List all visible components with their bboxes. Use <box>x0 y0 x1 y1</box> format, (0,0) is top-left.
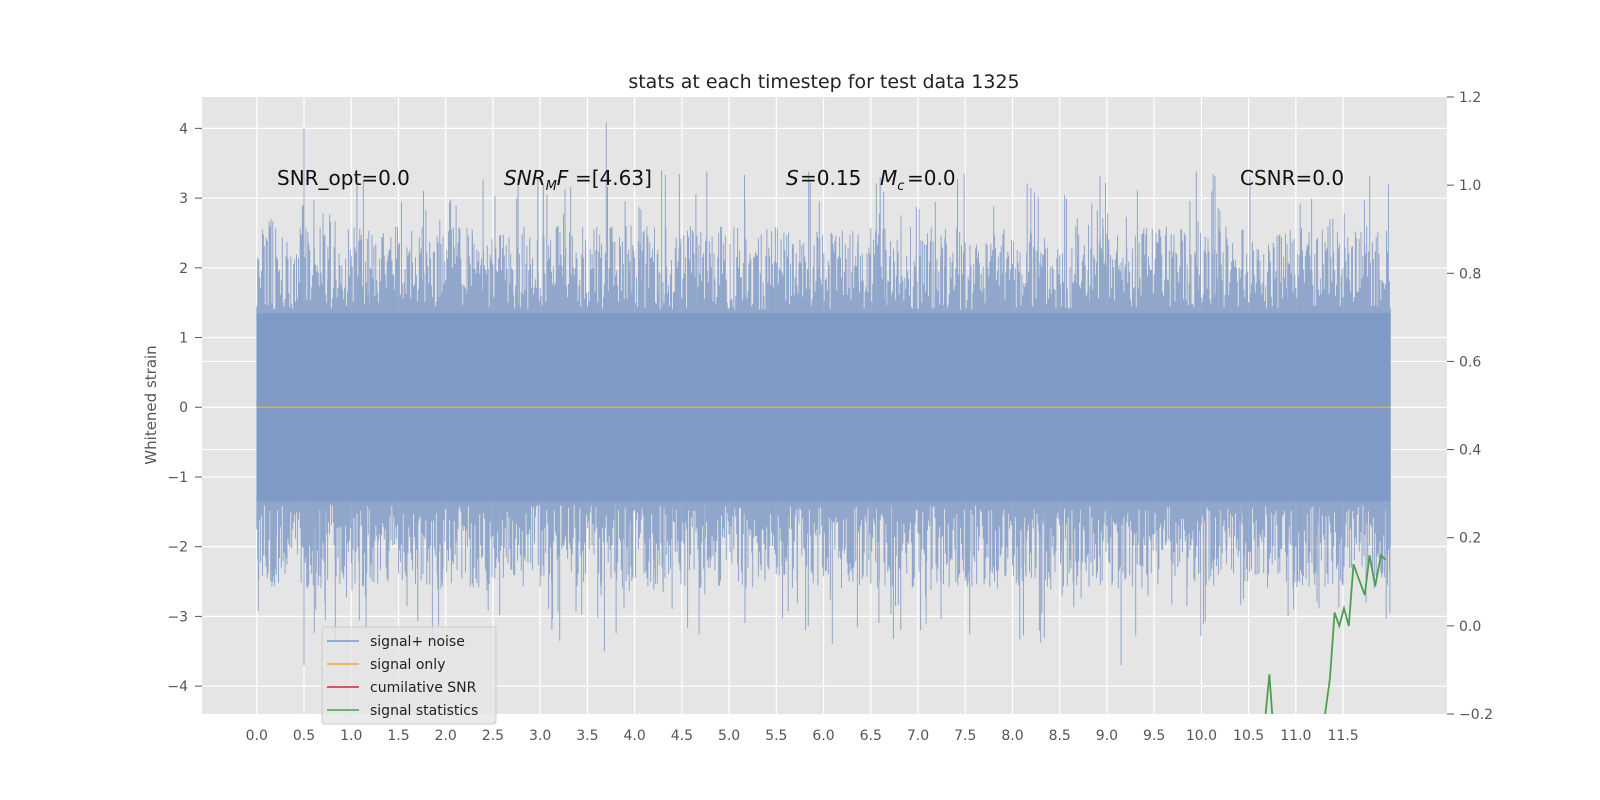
y2-tick-label: 0.6 <box>1459 354 1481 370</box>
annotation-mc: Mc =0.0 <box>880 166 956 194</box>
x-tick-label: 4.0 <box>623 728 645 744</box>
y-tick-label: 2 <box>179 261 188 277</box>
mc-value: =0.0 <box>907 166 956 190</box>
line-series <box>256 406 1391 714</box>
y-tick-label: 3 <box>179 191 188 207</box>
y2-tick-label: 0.2 <box>1459 531 1481 547</box>
x-tick-label: 1.5 <box>387 728 409 744</box>
annotation-s: S =0.15 <box>786 166 861 190</box>
y2-tick-label: 0.8 <box>1459 266 1481 282</box>
x-tick-label: 0.5 <box>293 728 315 744</box>
snr-mf-symbol: SNRMF <box>504 166 569 194</box>
x-tick-label: 4.5 <box>671 728 693 744</box>
mc-symbol: Mc <box>880 166 904 194</box>
x-tick-label: 5.5 <box>765 728 787 744</box>
y-axis-label: Whitened strain <box>142 345 160 464</box>
y2-axis: 1.2 1.0 0.8 0.6 0.4 0.2 0.0 −0.2 <box>1447 90 1493 723</box>
legend-box <box>321 626 497 725</box>
annotation-snr-opt: SNR_opt=0.0 <box>277 166 410 190</box>
s-symbol: S <box>786 166 799 190</box>
x-tick-label: 2.0 <box>435 728 457 744</box>
x-tick-label: 9.0 <box>1096 728 1118 744</box>
x-tick-label: 2.5 <box>482 728 504 744</box>
x-tick-label: 9.5 <box>1143 728 1165 744</box>
legend-label-signal-statistics: signal statistics <box>370 703 478 719</box>
snr-mf-value: =[4.63] <box>575 166 652 190</box>
y-tick-label: 4 <box>179 121 188 137</box>
x-axis: 0.0 0.5 1.0 1.5 2.0 2.5 3.0 3.5 4.0 4.5 5.0 5.5 6.0 6… <box>246 728 1359 744</box>
annotation-snr-mf: SNRMF =[4.63] <box>504 166 652 194</box>
legend-label-signal-noise: signal+ noise <box>370 634 465 650</box>
x-tick-label: 1.0 <box>340 728 362 744</box>
y-tick-label: −1 <box>167 470 188 486</box>
y2-tick-label: 1.0 <box>1459 178 1481 194</box>
y2-tick-label: 0.0 <box>1459 619 1481 635</box>
x-tick-label: 3.0 <box>529 728 551 744</box>
x-tick-label: 11.0 <box>1280 728 1311 744</box>
y-tick-label: 0 <box>179 400 188 416</box>
x-tick-label: 6.0 <box>812 728 834 744</box>
s-value: =0.15 <box>800 166 861 190</box>
x-tick-label: 10.0 <box>1186 728 1217 744</box>
y-tick-label: −2 <box>167 540 188 556</box>
y-tick-label: −4 <box>167 679 188 695</box>
y-tick-label: −3 <box>167 609 188 625</box>
x-tick-label: 8.5 <box>1049 728 1071 744</box>
x-tick-label: 5.0 <box>718 728 740 744</box>
x-tick-label: 6.5 <box>860 728 882 744</box>
legend: signal+ noise signal only cumilative SNR… <box>321 626 497 725</box>
y-tick-label: 1 <box>179 331 188 347</box>
legend-label-cumulative-snr: cumilative SNR <box>370 680 477 696</box>
x-tick-label: 7.5 <box>954 728 976 744</box>
x-tick-label: 10.5 <box>1233 728 1264 744</box>
x-tick-label: 11.5 <box>1328 728 1359 744</box>
x-tick-label: 3.5 <box>576 728 598 744</box>
y2-tick-label: 0.4 <box>1459 443 1481 459</box>
annotation-csnr: CSNR=0.0 <box>1240 166 1344 190</box>
signal-statistics-line <box>1324 553 1387 714</box>
y2-tick-label: 1.2 <box>1459 90 1481 106</box>
y-axis: 4 3 2 1 0 −1 −2 −3 −4 <box>167 121 202 695</box>
x-tick-label: 8.0 <box>1001 728 1023 744</box>
y2-tick-label: −0.2 <box>1459 707 1493 723</box>
chart-title: stats at each timestep for test data 132… <box>628 71 1019 93</box>
x-tick-label: 7.0 <box>907 728 929 744</box>
x-tick-label: 0.0 <box>246 728 268 744</box>
signal-statistics-line <box>1264 674 1274 714</box>
signal-noise-line <box>256 122 1391 666</box>
legend-label-signal-only: signal only <box>370 657 445 673</box>
